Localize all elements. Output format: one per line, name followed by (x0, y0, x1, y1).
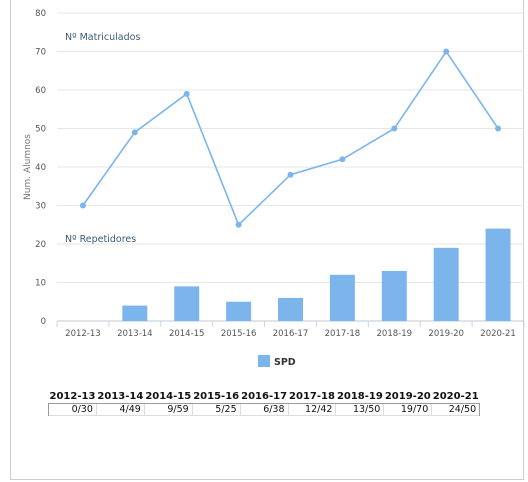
table-header-cell: 2013-14 (96, 390, 145, 404)
table-header-cell: 2019-20 (383, 390, 432, 404)
table-cell: 24/50 (431, 403, 481, 416)
x-tick-label: 2013-14 (117, 329, 153, 339)
bar[interactable] (226, 301, 252, 321)
y-tick-label: 50 (35, 125, 46, 135)
y-tick-label: 60 (35, 86, 46, 96)
table-row: 0/30 4/49 9/59 5/25 6/38 12/42 13/50 19/70 24/50 (48, 403, 481, 416)
table-header-cell: 2016-17 (240, 390, 289, 404)
x-tick-label: 2014-15 (169, 329, 205, 339)
y-tick-label: 70 (35, 48, 46, 58)
line-point[interactable] (131, 129, 138, 136)
legend[interactable]: SPD (258, 355, 296, 368)
line-point[interactable] (79, 202, 86, 209)
legend-label: SPD (274, 357, 296, 368)
x-tick-label: 2016-17 (273, 329, 309, 339)
line-point[interactable] (235, 221, 242, 228)
y-tick-label: 80 (35, 9, 46, 19)
table-header-row: 2012-13 2013-14 2014-15 2015-16 2016-17 2017-… (48, 390, 480, 404)
y-axis-label: Num. Alumnos (23, 134, 33, 200)
bar[interactable] (174, 286, 200, 321)
x-tick-label: 2020-21 (480, 329, 516, 339)
annotation-repetidores: Nº Repetidores (65, 234, 136, 245)
table-cell: 13/50 (335, 403, 384, 416)
line-point[interactable] (287, 171, 294, 178)
x-tick-label: 2019-20 (428, 329, 464, 339)
annotation-matriculados: Nº Matriculados (65, 32, 140, 43)
table-cell: 4/49 (95, 403, 145, 416)
bar[interactable] (433, 247, 459, 321)
x-tick-label: 2015-16 (221, 329, 257, 339)
table-header-cell: 2020-21 (431, 390, 480, 404)
table-header-cell: 2014-15 (144, 390, 193, 404)
line-point[interactable] (183, 90, 190, 97)
table-cell: 5/25 (191, 403, 241, 416)
bar-series (122, 228, 511, 321)
line-point[interactable] (443, 48, 450, 55)
x-tick-label: 2012-13 (65, 329, 101, 339)
y-tick-label: 30 (35, 202, 46, 212)
bar[interactable] (329, 274, 355, 321)
line-series (79, 48, 502, 228)
table-header-cell: 2015-16 (192, 390, 241, 404)
y-tick-label: 10 (35, 279, 46, 289)
legend-swatch (258, 355, 270, 367)
table-header-cell: 2012-13 (48, 390, 97, 404)
x-tick-label: 2018-19 (377, 329, 413, 339)
table-cell: 6/38 (239, 403, 289, 416)
table-cell: 9/59 (143, 403, 193, 416)
series-line (82, 50, 499, 227)
table-cell: 0/30 (48, 403, 97, 416)
line-point[interactable] (495, 125, 502, 132)
x-tick-label: 2017-18 (325, 329, 361, 339)
y-tick-label: 40 (35, 163, 46, 173)
y-tick-label: 20 (35, 240, 46, 250)
chart-panel (10, 0, 524, 480)
table-cell: 19/70 (383, 403, 432, 416)
y-axis-ticks: 0 10 20 30 40 50 60 70 80 (35, 9, 46, 327)
line-point[interactable] (339, 156, 346, 163)
bar[interactable] (278, 297, 303, 321)
table-header-cell: 2018-19 (335, 390, 384, 404)
summary-table: 2012-13 2013-14 2014-15 2015-16 2016-17 2017-… (48, 390, 481, 416)
line-point[interactable] (391, 125, 398, 132)
y-tick-label: 0 (41, 317, 46, 327)
bar[interactable] (485, 228, 511, 321)
x-axis: 2012-13 2013-14 2014-15 2015-16 2016-17 2017-… (56, 321, 525, 339)
bar[interactable] (381, 270, 407, 321)
table-cell: 12/42 (287, 403, 336, 416)
table-header-cell: 2017-18 (288, 390, 336, 404)
bar[interactable] (122, 305, 148, 321)
